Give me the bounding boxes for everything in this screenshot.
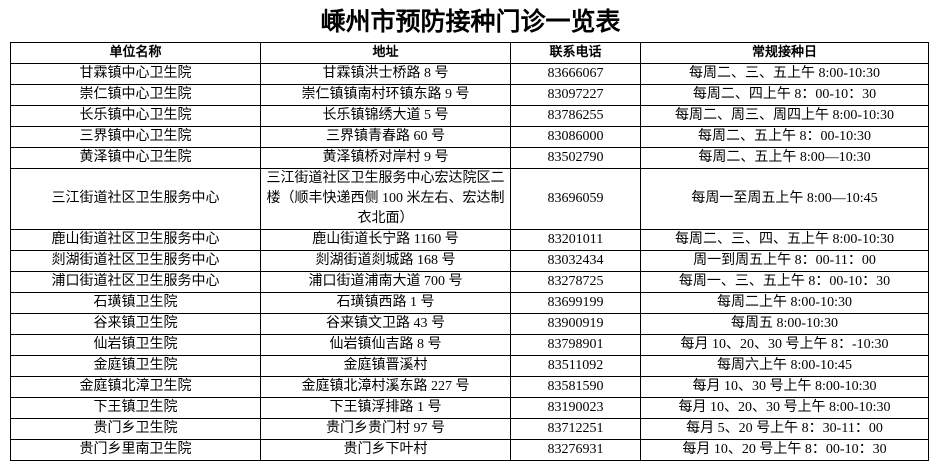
table-row: 浦口街道社区卫生服务中心 浦口街道浦南大道 700 号 83278725 每周一、三、… xyxy=(10,271,929,293)
table-row: 谷来镇卫生院 谷来镇文卫路 43 号 83900919 每周五 8:00-10:30 xyxy=(10,313,929,335)
table-cell: 石璜镇卫生院 xyxy=(10,292,261,314)
table-cell: 83097227 xyxy=(510,84,641,106)
table-cell: 83798901 xyxy=(510,334,641,356)
table-cell: 83201011 xyxy=(510,229,641,251)
clinic-table: 单位名称 地址 联系电话 常规接种日 甘霖镇中心卫生院 甘霖镇洪士桥路 8 号 83666… xyxy=(10,42,929,461)
table-cell: 83712251 xyxy=(510,418,641,440)
table-cell: 每周五 8:00-10:30 xyxy=(640,313,929,335)
table-cell: 鹿山街道长宁路 1160 号 xyxy=(260,229,511,251)
table-row: 三江街道社区卫生服务中心 三江街道社区卫生服务中心宏达院区二楼（顺丰快递西侧 10… xyxy=(10,168,929,230)
table-cell: 甘霖镇中心卫生院 xyxy=(10,63,261,85)
table-cell: 三界镇中心卫生院 xyxy=(10,126,261,148)
table-cell: 每月 10、20、30 号上午 8：-10:30 xyxy=(640,334,929,356)
table-cell: 剡湖街道剡城路 168 号 xyxy=(260,250,511,272)
table-cell: 每周二、周三、周四上午 8:00-10:30 xyxy=(640,105,929,127)
table-row: 鹿山街道社区卫生服务中心 鹿山街道长宁路 1160 号 83201011 每周二、三、… xyxy=(10,229,929,251)
table-cell: 83278725 xyxy=(510,271,641,293)
title: 嵊州市预防接种门诊一览表 xyxy=(320,7,621,36)
table-cell: 崇仁镇中心卫生院 xyxy=(10,84,261,106)
table-cell: 长乐镇锦绣大道 5 号 xyxy=(260,105,511,127)
table-cell: 金庭镇北漳卫生院 xyxy=(10,376,261,398)
table-cell: 每月 10、20、30 号上午 8:00-10:30 xyxy=(640,397,929,419)
table-cell: 金庭镇北漳村溪东路 227 号 xyxy=(260,376,511,398)
column-header: 联系电话 xyxy=(510,42,641,64)
table-cell: 三界镇青春路 60 号 xyxy=(260,126,511,148)
table-cell: 83666067 xyxy=(510,63,641,85)
table-cell: 谷来镇卫生院 xyxy=(10,313,261,335)
table-row: 金庭镇卫生院 金庭镇晋溪村 83511092 每周六上午 8:00-10:45 xyxy=(10,355,929,377)
table-cell: 浦口街道浦南大道 700 号 xyxy=(260,271,511,293)
table-cell: 每月 10、30 号上午 8:00-10:30 xyxy=(640,376,929,398)
table-cell: 鹿山街道社区卫生服务中心 xyxy=(10,229,261,251)
table-cell: 三江街道社区卫生服务中心 xyxy=(10,168,261,230)
table-cell: 贵门乡下叶村 xyxy=(260,439,511,461)
table-row: 长乐镇中心卫生院 长乐镇锦绣大道 5 号 83786255 每周二、周三、周四上午 8… xyxy=(10,105,929,127)
table-cell: 每周二、五上午 8：00-10:30 xyxy=(640,126,929,148)
table-cell: 浦口街道社区卫生服务中心 xyxy=(10,271,261,293)
table-row: 崇仁镇中心卫生院 崇仁镇镇南村环镇东路 9 号 83097227 每周二、四上午 8：… xyxy=(10,84,929,106)
table-cell: 黄泽镇桥对岸村 9 号 xyxy=(260,147,511,169)
table-cell: 下王镇浮排路 1 号 xyxy=(260,397,511,419)
table-cell: 83900919 xyxy=(510,313,641,335)
table-cell: 周一到周五上午 8：00-11：00 xyxy=(640,250,929,272)
table-cell: 金庭镇卫生院 xyxy=(10,355,261,377)
table-cell: 每月 10、20 号上午 8：00-10：30 xyxy=(640,439,929,461)
table-cell: 每周二上午 8:00-10:30 xyxy=(640,292,929,314)
table-cell: 每周二、四上午 8：00-10：30 xyxy=(640,84,929,106)
table-cell: 仙岩镇仙吉路 8 号 xyxy=(260,334,511,356)
column-header: 常规接种日 xyxy=(640,42,929,64)
table-cell: 下王镇卫生院 xyxy=(10,397,261,419)
table-row: 下王镇卫生院 下王镇浮排路 1 号 83190023 每月 10、20、30 号上午 … xyxy=(10,397,929,419)
table-row: 贵门乡里南卫生院 贵门乡下叶村 83276931 每月 10、20 号上午 8：00-… xyxy=(10,439,929,461)
table-row: 甘霖镇中心卫生院 甘霖镇洪士桥路 8 号 83666067 每周二、三、五上午 8:0… xyxy=(10,63,929,85)
table-cell: 金庭镇晋溪村 xyxy=(260,355,511,377)
table-cell: 83190023 xyxy=(510,397,641,419)
table-cell: 甘霖镇洪士桥路 8 号 xyxy=(260,63,511,85)
table-cell: 剡湖街道社区卫生服务中心 xyxy=(10,250,261,272)
table-cell: 黄泽镇中心卫生院 xyxy=(10,147,261,169)
table-cell: 每周六上午 8:00-10:45 xyxy=(640,355,929,377)
header-row: 单位名称 地址 联系电话 常规接种日 xyxy=(10,42,929,64)
table-cell: 每周一、三、五上午 8：00-10：30 xyxy=(640,271,929,293)
table-body: 甘霖镇中心卫生院 甘霖镇洪士桥路 8 号 83666067 每周二、三、五上午 8:0… xyxy=(10,63,929,461)
table-cell: 每月 5、20 号上午 8：30-11：00 xyxy=(640,418,929,440)
table-row: 贵门乡卫生院 贵门乡贵门村 97 号 83712251 每月 5、20 号上午 8：3… xyxy=(10,418,929,440)
table-cell: 贵门乡里南卫生院 xyxy=(10,439,261,461)
table-cell: 石璜镇西路 1 号 xyxy=(260,292,511,314)
table-cell: 83699199 xyxy=(510,292,641,314)
table-cell: 仙岩镇卫生院 xyxy=(10,334,261,356)
table-cell: 三江街道社区卫生服务中心宏达院区二楼（顺丰快递西侧 100 米左右、宏达制衣北面… xyxy=(260,168,511,230)
table-cell: 83696059 xyxy=(510,168,641,230)
table-row: 剡湖街道社区卫生服务中心 剡湖街道剡城路 168 号 83032434 周一到周五上午… xyxy=(10,250,929,272)
table-cell: 贵门乡卫生院 xyxy=(10,418,261,440)
table-cell: 每周一至周五上午 8:00—10:45 xyxy=(640,168,929,230)
table-cell: 每周二、五上午 8:00—10:30 xyxy=(640,147,929,169)
table-cell: 长乐镇中心卫生院 xyxy=(10,105,261,127)
table-cell: 贵门乡贵门村 97 号 xyxy=(260,418,511,440)
table-row: 黄泽镇中心卫生院 黄泽镇桥对岸村 9 号 83502790 每周二、五上午 8:00—… xyxy=(10,147,929,169)
table-cell: 谷来镇文卫路 43 号 xyxy=(260,313,511,335)
table-cell: 83502790 xyxy=(510,147,641,169)
column-header: 地址 xyxy=(260,42,511,64)
table-cell: 83276931 xyxy=(510,439,641,461)
table-cell: 83032434 xyxy=(510,250,641,272)
table-row: 三界镇中心卫生院 三界镇青春路 60 号 83086000 每周二、五上午 8：00-… xyxy=(10,126,929,148)
table-cell: 每周二、三、五上午 8:00-10:30 xyxy=(640,63,929,85)
table-cell: 83786255 xyxy=(510,105,641,127)
table-cell: 83511092 xyxy=(510,355,641,377)
table-cell: 每周二、三、四、五上午 8:00-10:30 xyxy=(640,229,929,251)
table-cell: 崇仁镇镇南村环镇东路 9 号 xyxy=(260,84,511,106)
table-cell: 83086000 xyxy=(510,126,641,148)
table-row: 金庭镇北漳卫生院 金庭镇北漳村溪东路 227 号 83581590 每月 10、30 … xyxy=(10,376,929,398)
table-cell: 83581590 xyxy=(510,376,641,398)
table-row: 仙岩镇卫生院 仙岩镇仙吉路 8 号 83798901 每月 10、20、30 号上午 … xyxy=(10,334,929,356)
table-row: 石璜镇卫生院 石璜镇西路 1 号 83699199 每周二上午 8:00-10:30 xyxy=(10,292,929,314)
column-header: 单位名称 xyxy=(10,42,261,64)
